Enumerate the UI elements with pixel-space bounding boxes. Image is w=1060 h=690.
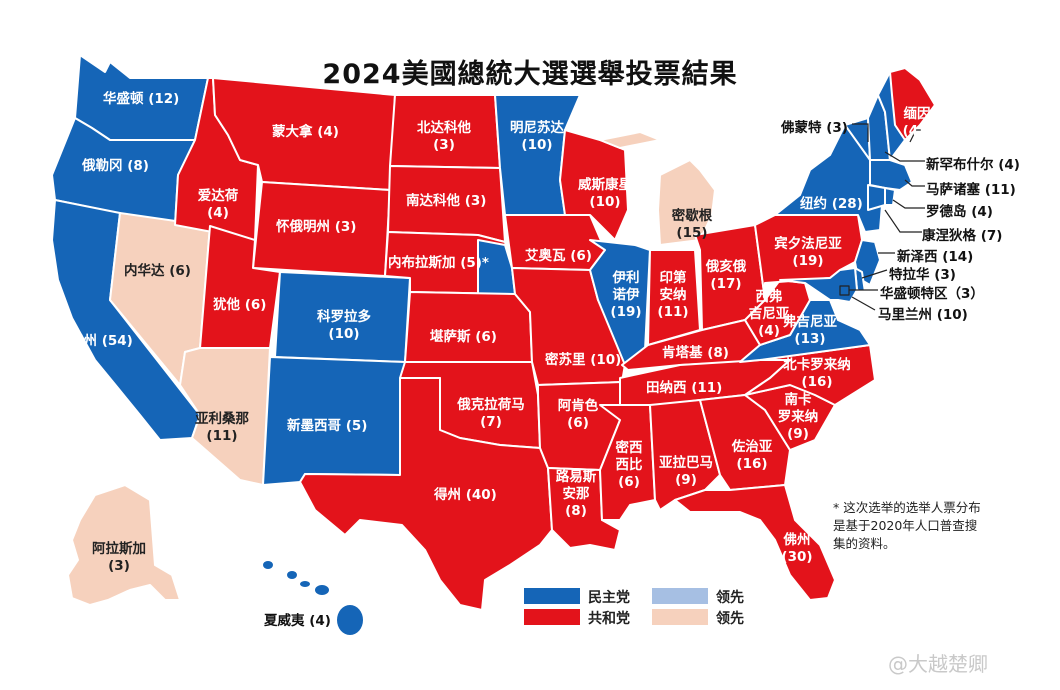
footnote: * 这次选举的选举人票分布 是基于2020年人口普查搜 集的资料。 <box>833 500 981 551</box>
label-wy: 怀俄明州 (3) <box>276 219 357 235</box>
label-il: 伊利 诺伊 (19) <box>610 270 642 320</box>
label-ak: 阿拉斯加 (3) <box>92 541 146 574</box>
state-md[interactable] <box>779 267 858 303</box>
label-tn: 田纳西 (11) <box>646 380 723 396</box>
legend-swatch <box>524 609 580 625</box>
callout-vt: 佛蒙特 (3) <box>781 120 848 136</box>
label-mt: 蒙大拿 (4) <box>272 124 339 140</box>
label-nd: 北达科他 (3) <box>417 120 471 153</box>
label-az: 亚利桑那 (11) <box>195 411 249 444</box>
callout-dc: 华盛顿特区（3） <box>880 286 984 302</box>
callout-md: 马里兰州 (10) <box>878 307 968 323</box>
label-ut: 犹他 (6) <box>213 297 267 313</box>
dc-marker[interactable] <box>839 285 850 296</box>
state-fl[interactable] <box>674 484 836 601</box>
state-me-2nd[interactable] <box>889 67 936 141</box>
label-ar: 阿肯色 (6) <box>557 398 599 431</box>
state-wv[interactable] <box>744 279 811 346</box>
label-co: 科罗拉多 (10) <box>317 309 371 342</box>
label-tx: 得州 (40) <box>434 487 497 503</box>
label-wv: 西弗 吉尼亚 (4) <box>748 289 790 339</box>
label-sc: 南卡 罗来纳 (9) <box>777 392 819 442</box>
callout-nj: 新泽西 (14) <box>897 249 974 265</box>
legend-swatch <box>652 609 708 625</box>
legend-label: 民主党 <box>588 590 630 606</box>
legend-swatch <box>524 588 580 604</box>
state-tx[interactable] <box>299 377 553 611</box>
label-ky: 肯塔基 (8) <box>662 345 729 361</box>
label-fl: 佛州 (30) <box>781 532 813 565</box>
label-ny: 纽约 (28) <box>800 196 863 212</box>
state-nc[interactable] <box>744 344 876 406</box>
state-hi[interactable] <box>263 561 363 635</box>
label-or: 俄勒冈 (8) <box>82 158 149 174</box>
map-title: 2024美國總統大選選舉投票結果 <box>322 59 738 90</box>
legend-label: 领先 <box>716 590 744 606</box>
label-hi: 夏威夷 (4) <box>264 613 331 629</box>
label-va: 弗吉尼亚 (13) <box>783 314 837 347</box>
legend-label: 领先 <box>716 611 744 627</box>
label-in: 印第 安纳 (11) <box>657 270 689 320</box>
state-ct[interactable] <box>867 184 886 211</box>
callout-de: 特拉华 (3) <box>889 267 956 283</box>
state-ak[interactable] <box>67 484 181 606</box>
label-ks: 堪萨斯 (6) <box>430 329 497 345</box>
label-ok: 俄克拉荷马 (7) <box>457 397 525 430</box>
state-mi[interactable] <box>657 159 716 246</box>
label-oh: 俄亥俄 (17) <box>705 259 747 292</box>
label-ga: 佐治亚 (16) <box>731 439 773 472</box>
callout-me: 缅因 (4)* <box>902 106 932 139</box>
label-ms: 密西 西比 (6) <box>615 440 643 490</box>
label-mo: 密苏里 (10) <box>545 352 622 368</box>
label-id: 爱达荷 (4) <box>197 188 239 221</box>
label-ia: 艾奥瓦 (6) <box>525 248 592 264</box>
watermark: @大越楚卿 <box>888 652 988 676</box>
state-ks[interactable] <box>404 291 533 363</box>
callout-nh: 新罕布什尔 (4) <box>926 157 1020 173</box>
label-pa: 宾夕法尼亚 (19) <box>774 236 842 269</box>
label-nv: 内华达 (6) <box>124 263 191 279</box>
label-al: 亚拉巴马 (9) <box>659 455 713 488</box>
callout-ma: 马萨诸塞 (11) <box>926 182 1016 198</box>
state-mi-up[interactable] <box>599 131 661 149</box>
label-nm: 新墨西哥 (5) <box>287 418 368 434</box>
label-ne: 内布拉斯加 (5)* <box>388 255 489 271</box>
label-nc: 北卡罗来纳 (16) <box>783 357 851 390</box>
label-ca: 加州 (54) <box>70 333 133 349</box>
label-mi: 密歇根 (15) <box>671 208 713 241</box>
legend-label: 共和党 <box>588 611 630 627</box>
label-mn: 明尼苏达 (10) <box>510 120 564 153</box>
label-la: 路易斯 安那 (8) <box>555 469 597 519</box>
label-wa: 华盛顿 (12) <box>103 91 180 107</box>
callout-lines <box>849 123 925 311</box>
state-ri[interactable] <box>884 187 896 206</box>
label-wi: 威斯康星 (10) <box>578 177 632 210</box>
legend-swatch <box>652 588 708 604</box>
callout-ri: 罗德岛 (4) <box>926 204 993 220</box>
callout-ct: 康涅狄格 (7) <box>922 228 1003 244</box>
label-sd: 南达科他 (3) <box>406 193 487 209</box>
